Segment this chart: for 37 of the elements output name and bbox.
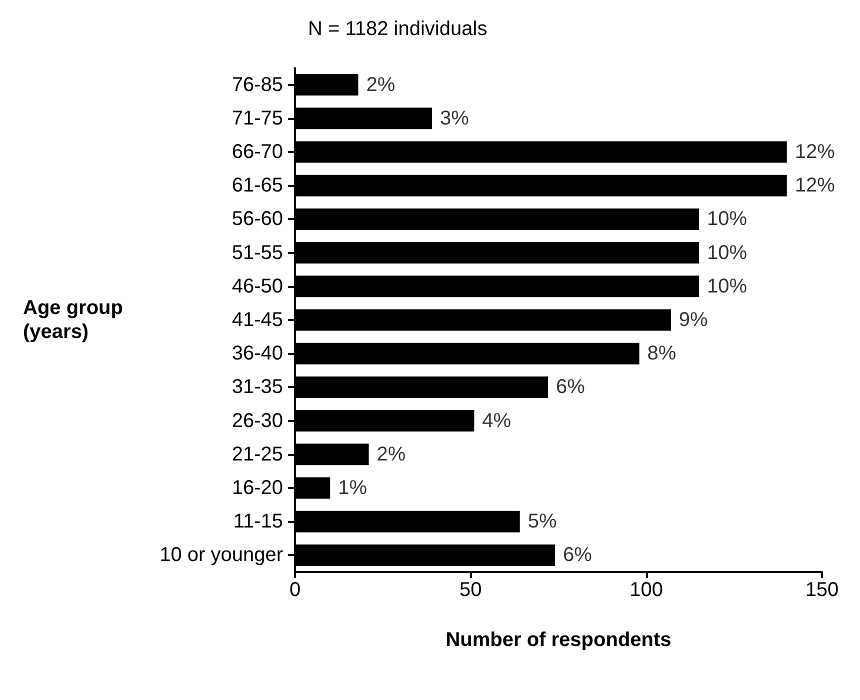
annotation: 6% <box>562 544 592 566</box>
y-axis-title: Age group (years) <box>23 297 123 343</box>
annotation: 8% <box>647 342 676 365</box>
x-tick-label: 150 <box>805 579 839 601</box>
chart-title: N = 1182 individuals <box>308 18 488 40</box>
y-tick-label: 26-30 <box>232 410 283 432</box>
annotation: 5% <box>528 510 557 533</box>
annotation: 4% <box>482 410 512 432</box>
y-tick-label: 71-75 <box>232 107 283 130</box>
annotation: 9% <box>678 309 708 331</box>
annotation: 10% <box>707 208 748 230</box>
y-tick-label: 76-85 <box>232 74 283 96</box>
x-tick-label: 50 <box>460 579 482 601</box>
y-tick-label: 66-70 <box>232 141 283 163</box>
annotation: 3% <box>440 107 470 130</box>
x-tick-label: 100 <box>630 579 664 601</box>
annotation: 12% <box>794 174 836 197</box>
annotation: 10% <box>707 242 748 264</box>
annotation: 1% <box>338 477 368 499</box>
y-tick-label: 61-65 <box>232 174 283 197</box>
annotation: 6% <box>556 376 586 398</box>
y-tick-label: 16-20 <box>232 477 283 499</box>
annotation: 2% <box>376 443 406 466</box>
annotation: 10% <box>707 275 748 298</box>
annotation: 2% <box>366 74 396 96</box>
y-tick-label: 31-35 <box>232 376 283 398</box>
y-tick-label: 56-60 <box>232 208 283 230</box>
y-tick-label: 11-15 <box>233 510 283 533</box>
annotation: 12% <box>794 141 836 163</box>
y-tick-label: 36-40 <box>232 342 283 365</box>
y-tick-label: 46-50 <box>232 275 283 298</box>
y-tick-label: 51-55 <box>232 242 283 264</box>
x-axis-title: Number of respondents <box>446 629 672 651</box>
y-tick-label: 10 or younger <box>160 544 284 566</box>
x-tick-label: 0 <box>289 579 301 601</box>
y-tick-label: 41-45 <box>232 309 283 331</box>
y-tick-label: 21-25 <box>232 443 283 466</box>
